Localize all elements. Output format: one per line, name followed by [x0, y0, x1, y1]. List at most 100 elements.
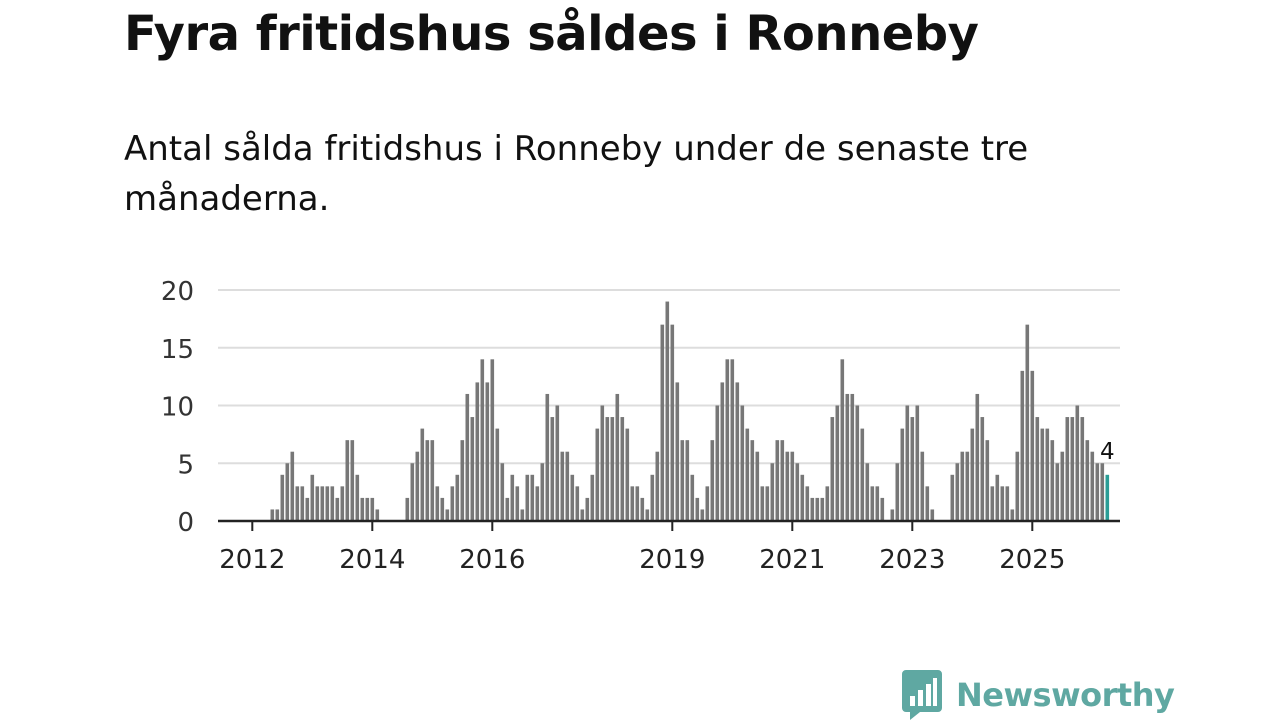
bar: [925, 486, 930, 521]
bar: [290, 451, 295, 521]
bar: [840, 359, 845, 521]
page-subtitle: Antal sålda fritidshus i Ronneby under d…: [124, 129, 1029, 219]
y-tick-label: 5: [177, 450, 194, 480]
bar: [880, 497, 885, 521]
bar: [1060, 451, 1065, 521]
bar: [1000, 486, 1005, 521]
bar: [770, 463, 775, 521]
bar: [500, 463, 505, 521]
bar: [780, 440, 785, 521]
bar: [715, 405, 720, 521]
bar: [905, 405, 910, 521]
bar: [645, 509, 650, 521]
bar: [555, 405, 560, 521]
bars: [270, 301, 1110, 521]
bar: [690, 474, 695, 521]
bar: [655, 451, 660, 521]
x-tick-label: 2016: [459, 545, 525, 575]
bar: [730, 359, 735, 521]
bar: [965, 451, 970, 521]
bar: [415, 451, 420, 521]
bar: [575, 486, 580, 521]
bar: [960, 451, 965, 521]
newsworthy-logo: Newsworthy: [902, 670, 1175, 720]
bar: [720, 382, 725, 521]
bar: [835, 405, 840, 521]
bar: [750, 440, 755, 521]
bar: [295, 486, 300, 521]
bar: [1080, 417, 1085, 521]
y-axis-ticks: 0 5 10 15 20: [161, 277, 194, 538]
bar: [330, 486, 335, 521]
bar: [540, 463, 545, 521]
x-tick-label: 2023: [879, 545, 945, 575]
bar: [520, 509, 525, 521]
bar: [790, 451, 795, 521]
bar: [560, 451, 565, 521]
x-tick-label: 2019: [639, 545, 705, 575]
bar: [910, 417, 915, 521]
bar: [865, 463, 870, 521]
bar: [525, 474, 530, 521]
bar: [550, 417, 555, 521]
bar: [775, 440, 780, 521]
bar: [480, 359, 485, 521]
bar: [855, 405, 860, 521]
bar: [340, 486, 345, 521]
bar: [435, 486, 440, 521]
bar: [915, 405, 920, 521]
page-title: Fyra fritidshus såldes i Ronneby: [124, 6, 979, 62]
y-tick-label: 15: [161, 335, 194, 365]
bar: [280, 474, 285, 521]
bar: [465, 393, 470, 521]
bar: [445, 509, 450, 521]
bar: [930, 509, 935, 521]
x-axis-ticks: 2012 2014 2016 2019 2021 2023 2025: [219, 521, 1065, 575]
bar: [1010, 509, 1015, 521]
last-value-label: 4: [1100, 439, 1115, 465]
bar: [300, 486, 305, 521]
bar: [1005, 486, 1010, 521]
bar: [990, 486, 995, 521]
bar: [1075, 405, 1080, 521]
bar: [680, 440, 685, 521]
y-tick-label: 20: [161, 277, 194, 307]
bar: [650, 474, 655, 521]
bar: [1055, 463, 1060, 521]
bar: [900, 428, 905, 521]
bar: [275, 509, 280, 521]
bar: [640, 497, 645, 521]
bar: [425, 440, 430, 521]
bar: [660, 324, 665, 521]
bar: [1025, 324, 1030, 521]
bar: [985, 440, 990, 521]
bar: [675, 382, 680, 521]
bar: [505, 497, 510, 521]
bar: [610, 417, 615, 521]
x-tick-label: 2014: [339, 545, 405, 575]
bar: [580, 509, 585, 521]
bar: [515, 486, 520, 521]
newsworthy-logo-text: Newsworthy: [956, 676, 1175, 714]
bar: [485, 382, 490, 521]
bar: [270, 509, 275, 521]
bar: [875, 486, 880, 521]
bar: [895, 463, 900, 521]
bar: [370, 497, 375, 521]
bar: [995, 474, 1000, 521]
bar: [325, 486, 330, 521]
bar: [440, 497, 445, 521]
bar: [365, 497, 370, 521]
bar: [725, 359, 730, 521]
bar: [795, 463, 800, 521]
bar: [605, 417, 610, 521]
bar: [955, 463, 960, 521]
bar: [320, 486, 325, 521]
bar: [670, 324, 675, 521]
bar: [350, 440, 355, 521]
bar: [700, 509, 705, 521]
bar: [360, 497, 365, 521]
bar: [545, 393, 550, 521]
bar: [570, 474, 575, 521]
bar: [625, 428, 630, 521]
